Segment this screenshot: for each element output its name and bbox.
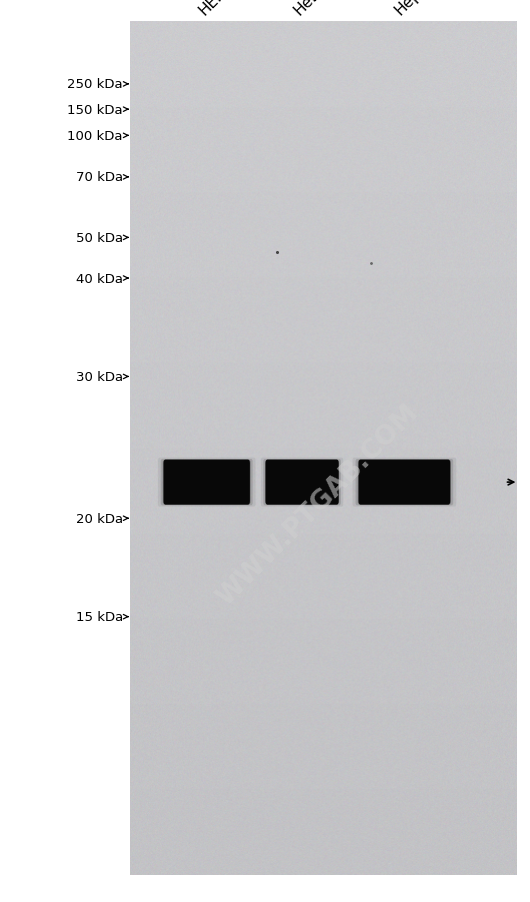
Bar bbox=[130, 875, 517, 902]
FancyBboxPatch shape bbox=[265, 460, 339, 505]
Text: 20 kDa: 20 kDa bbox=[76, 512, 123, 525]
FancyBboxPatch shape bbox=[356, 459, 453, 506]
FancyBboxPatch shape bbox=[163, 460, 250, 505]
Text: 50 kDa: 50 kDa bbox=[76, 232, 123, 244]
FancyBboxPatch shape bbox=[263, 459, 341, 506]
FancyBboxPatch shape bbox=[352, 458, 456, 507]
FancyBboxPatch shape bbox=[161, 459, 253, 506]
FancyBboxPatch shape bbox=[261, 458, 343, 507]
FancyBboxPatch shape bbox=[358, 460, 451, 505]
FancyBboxPatch shape bbox=[266, 460, 339, 505]
Text: 30 kDa: 30 kDa bbox=[76, 371, 123, 383]
Text: 100 kDa: 100 kDa bbox=[67, 130, 123, 143]
Text: HeLa: HeLa bbox=[292, 0, 330, 18]
Text: 70 kDa: 70 kDa bbox=[76, 171, 123, 184]
Text: 15 kDa: 15 kDa bbox=[76, 611, 123, 623]
Text: HepG2: HepG2 bbox=[392, 0, 440, 18]
Text: WWW.PTGAB.COM: WWW.PTGAB.COM bbox=[212, 400, 424, 611]
Bar bbox=[517, 0, 530, 902]
Text: HEK-293: HEK-293 bbox=[196, 0, 252, 18]
FancyBboxPatch shape bbox=[158, 458, 255, 507]
Bar bbox=[130, 23, 517, 875]
Bar bbox=[130, 0, 517, 23]
Text: 150 kDa: 150 kDa bbox=[67, 104, 123, 116]
Text: 250 kDa: 250 kDa bbox=[67, 78, 123, 91]
Bar bbox=[0, 0, 130, 902]
FancyBboxPatch shape bbox=[163, 460, 251, 505]
FancyBboxPatch shape bbox=[358, 460, 450, 505]
Text: 40 kDa: 40 kDa bbox=[76, 272, 123, 285]
